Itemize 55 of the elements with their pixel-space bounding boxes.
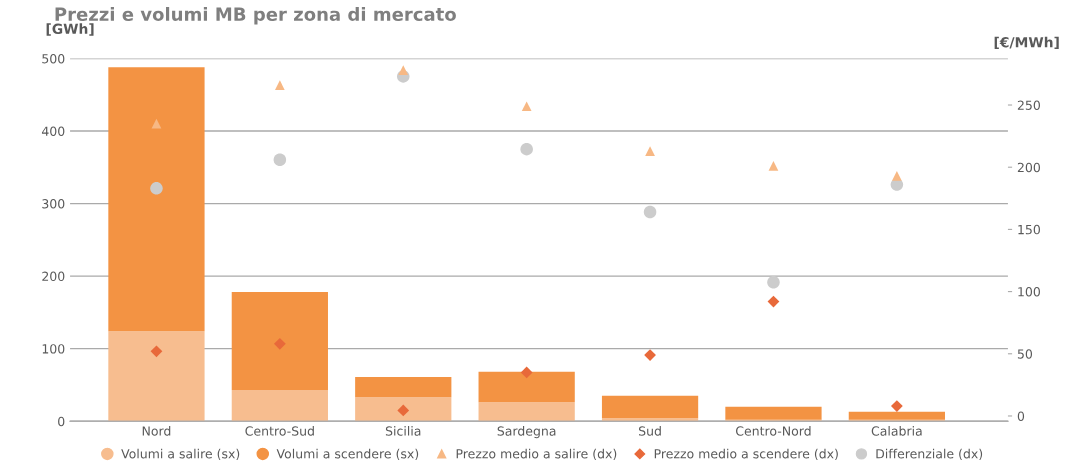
point: [150, 345, 163, 358]
bar: [725, 406, 822, 420]
y2-tick-label: 150: [1018, 224, 1040, 235]
x-tick-label: Sardegna: [497, 426, 556, 439]
x-tick-label: Sicilia: [385, 426, 421, 436]
bar: [355, 397, 452, 422]
bar: [848, 411, 945, 420]
y-tick-label: 300: [42, 199, 65, 209]
point: [520, 366, 533, 379]
bar: [601, 418, 699, 422]
point: [150, 182, 163, 195]
y2-tick-label: 200: [1017, 162, 1040, 173]
y2-tick-label: 50: [1017, 349, 1033, 359]
x-tick-label: Sud: [638, 426, 661, 436]
legend-label: Volumi a scendere (sx): [276, 448, 419, 460]
y-tick-label: 0: [58, 416, 65, 427]
point: [768, 161, 779, 171]
bar: [108, 67, 205, 332]
y-tick-label: 500: [42, 53, 65, 64]
bar: [601, 395, 699, 419]
y2-axis-title: [€/MWh]: [994, 36, 1059, 50]
x-tick-label: Centro-Sud: [245, 426, 314, 436]
y-tick-label: 100: [42, 344, 65, 354]
x-tick-label: Nord: [142, 426, 171, 436]
point: [274, 80, 285, 90]
y2-tick-label: 100: [1018, 287, 1040, 297]
legend-label: Volumi a salire (sx): [121, 448, 240, 460]
point: [890, 400, 903, 412]
y-tick-label: 400: [41, 126, 65, 136]
x-tick-label: Calabria: [871, 426, 922, 436]
point: [645, 146, 655, 156]
bar: [478, 371, 575, 403]
bar: [478, 402, 575, 422]
x-tick-label: Centro-Nord: [735, 426, 811, 436]
bar: [355, 376, 452, 398]
y-tick-label: 200: [42, 271, 65, 282]
bar: [231, 390, 328, 422]
point: [643, 205, 657, 219]
point: [151, 118, 162, 129]
point: [398, 65, 409, 76]
point: [273, 153, 287, 166]
y-axis-title: [GWh]: [46, 23, 94, 36]
legend-label: Differenziale (dx): [876, 448, 983, 460]
bar: [231, 292, 328, 391]
point: [520, 142, 533, 156]
legend-label: Prezzo medio a salire (dx): [456, 448, 617, 460]
point: [892, 171, 902, 181]
point: [521, 101, 532, 112]
point: [273, 337, 286, 350]
y2-tick-label: 0: [1017, 411, 1025, 421]
legend-label: Prezzo medio a scendere (dx): [654, 448, 838, 460]
bar: [108, 331, 205, 422]
point: [767, 276, 780, 289]
point: [397, 404, 410, 417]
y2-tick-label: 250: [1017, 100, 1040, 110]
